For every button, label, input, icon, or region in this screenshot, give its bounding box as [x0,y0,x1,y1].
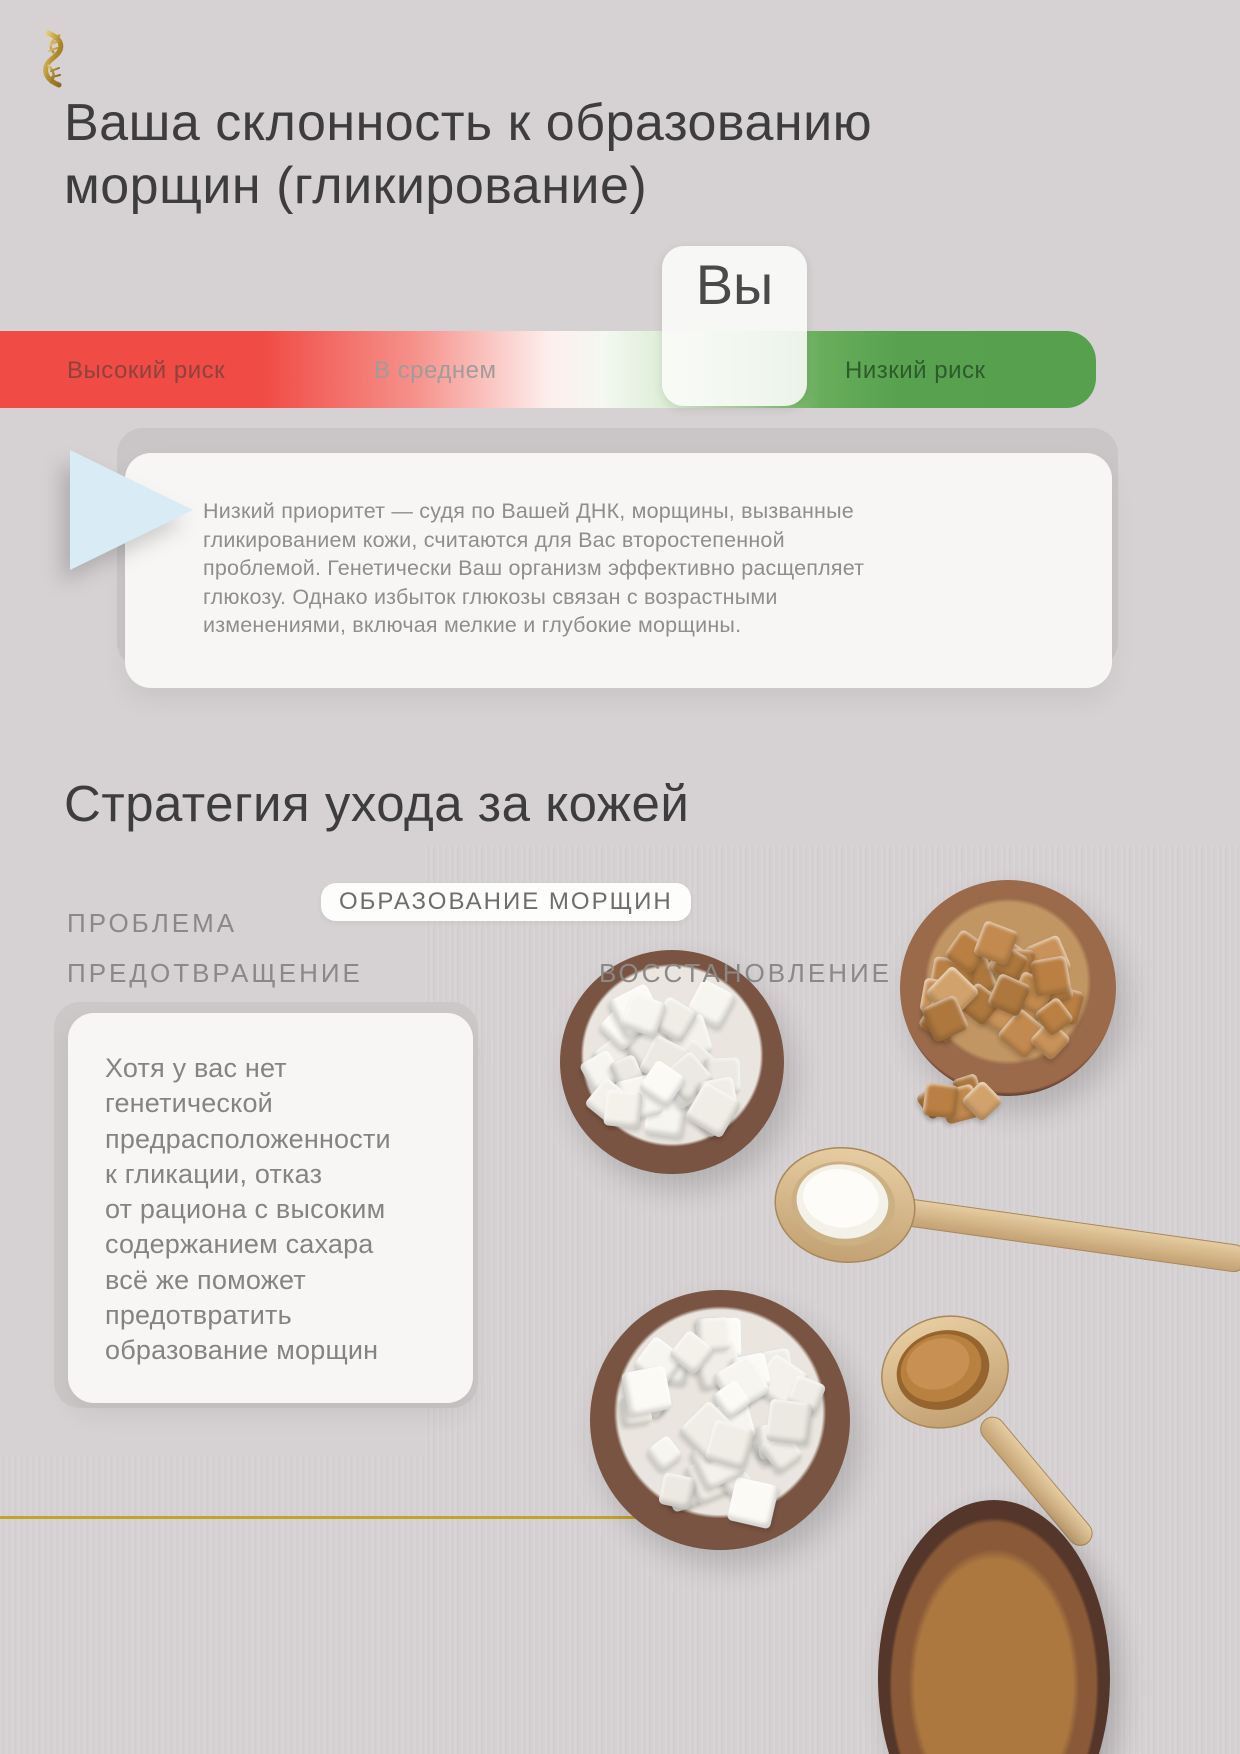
prevention-card: Хотя у вас нет генетической предрасполож… [68,1013,473,1403]
problem-value-badge: ОБРАЗОВАНИЕ МОРЩИН [321,883,691,921]
prevention-text: Хотя у вас нет генетической предрасполож… [105,1053,391,1366]
sugar-cube [603,1089,644,1130]
you-marker: Вы [662,246,807,406]
risk-label-high: Высокий риск [67,357,226,384]
photo-fabric-background-bottom [0,1455,426,1754]
sugar-cube [657,1471,697,1511]
bowl-white-sugar-cubes-top [560,950,784,1174]
risk-label-mid: В среднем [374,357,497,384]
prevention-tab: ПРЕДОТВРАЩЕНИЕ [67,958,363,988]
spilled-brown-cubes [905,1060,1015,1140]
sugar-cube [922,1081,960,1119]
sugar-cube [1030,954,1072,997]
verdict-card: Низкий приоритет — судя по Вашей ДНК, мо… [125,453,1112,688]
footer-accent-line [0,1516,696,1519]
strategy-title: Стратегия ухода за кожей [64,775,690,832]
bowl-brown-sugar-cubes [900,880,1116,1096]
page-title: Ваша склонность к образованию морщин (гл… [64,94,873,215]
sugar-cube [621,1364,673,1417]
risk-gradient-bar: Высокий риск В среднем Низкий риск [0,331,1096,408]
restoration-tab: ВОССТАНОВЛЕНИЕ [599,958,893,988]
risk-label-low: Низкий риск [845,357,986,384]
verdict-text: Низкий приоритет — судя по Вашей ДНК, мо… [203,499,865,638]
sugar-cube [765,1398,813,1446]
sugar-cube [726,1476,780,1530]
problem-label: ПРОБЛЕМА [67,908,238,938]
arrow-right-icon [70,450,193,570]
sugar-cube [645,1434,684,1472]
bowl-white-sugar-cubes-bottom [590,1290,850,1550]
gold-dna-helix-icon [40,30,68,93]
